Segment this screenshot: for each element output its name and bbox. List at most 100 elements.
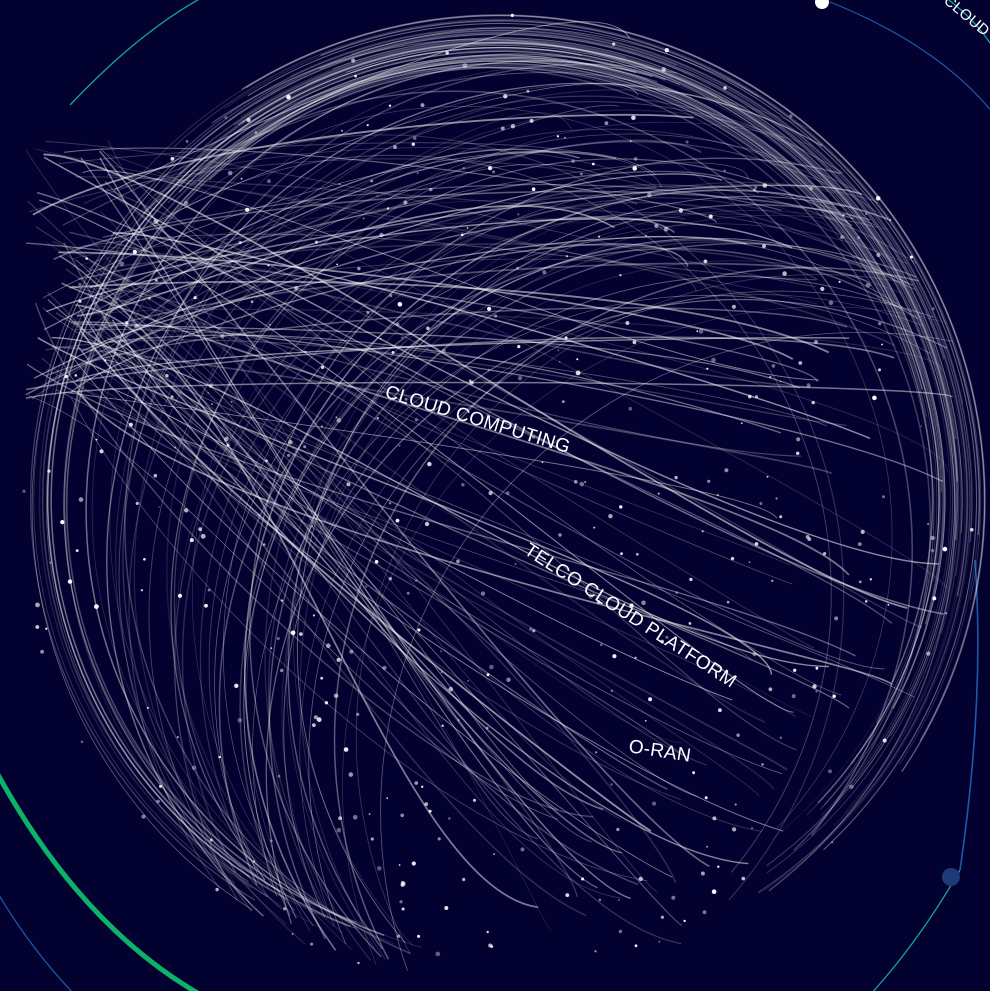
particle-dot [348, 772, 354, 777]
particle-dot [401, 336, 403, 339]
particle-dot [207, 392, 209, 394]
particle-dot [218, 755, 221, 759]
particle-dot [700, 871, 705, 876]
particle-dot [591, 162, 595, 166]
particle-dot [823, 552, 827, 556]
particle-dot [806, 383, 811, 388]
particle-dot [505, 491, 510, 495]
particle-dot [389, 294, 393, 298]
particle-dot [428, 809, 432, 813]
particle-dot [176, 736, 179, 739]
rim-strand [133, 89, 815, 945]
particle-dot [724, 468, 729, 473]
white-dot-icon[interactable] [815, 0, 829, 9]
strand [72, 341, 796, 718]
rim-strand [264, 181, 873, 961]
particle-dot [461, 233, 464, 237]
strand [85, 243, 819, 281]
particle-dot [882, 738, 887, 743]
particle-dot [134, 324, 139, 329]
particle-dot [734, 803, 737, 806]
particle-dot [689, 577, 693, 582]
particle-dot [782, 271, 787, 276]
particle-dot [869, 578, 872, 581]
rim-strand [237, 41, 959, 482]
particle-dot [94, 604, 99, 609]
particle-dot [257, 513, 260, 517]
particle-dot [665, 635, 669, 639]
rim-strand [106, 82, 823, 917]
particle-dot [636, 553, 639, 556]
particle-dot [565, 255, 569, 258]
particle-dot [632, 166, 637, 171]
rim-strand [233, 39, 957, 440]
particle-dot [448, 686, 454, 692]
rim-strand [227, 63, 923, 390]
strand [77, 304, 668, 790]
particle-dot [351, 58, 356, 63]
particle-dot [648, 697, 653, 702]
particle-dot [755, 395, 758, 399]
rim-strand [265, 28, 972, 891]
particle-dot [644, 234, 648, 237]
particle-dot [732, 827, 737, 832]
particle-dot [517, 376, 523, 381]
particle-dot [654, 223, 659, 228]
rim-strand [31, 27, 759, 911]
particle-dot [520, 847, 525, 852]
cloud-computing-label[interactable]: CLOUD COMPUTING [383, 382, 573, 458]
green-orbit-ring [0, 773, 200, 991]
particle-dot [440, 671, 443, 674]
cloud-computing-ring-label[interactable]: CLOUD COMPUTING [940, 0, 990, 103]
particle-dot [442, 348, 446, 353]
particle-dot [815, 666, 819, 670]
particle-dot [400, 882, 405, 887]
particle-dot [726, 600, 730, 604]
particle-dot [417, 934, 421, 938]
particle-dot [503, 94, 508, 99]
strand [47, 292, 587, 917]
particle-dot [620, 552, 623, 556]
particle-dot [388, 502, 392, 505]
particle-dot [701, 530, 704, 533]
particle-dot [652, 801, 657, 806]
rim-strand [332, 37, 963, 533]
strand [32, 113, 694, 216]
particle-dot [22, 489, 26, 493]
particle-dot [240, 177, 243, 180]
particle-dot [336, 657, 341, 663]
blue-orbit-ring-right [829, 1, 990, 111]
strand [59, 255, 604, 811]
strand [75, 259, 698, 798]
particle-dot [396, 934, 401, 938]
rim-strand [263, 54, 946, 806]
particle-dot [444, 906, 449, 910]
particle-dot [581, 877, 585, 881]
particle-dot [812, 684, 817, 689]
particle-dot [834, 616, 839, 621]
rim-strand [287, 204, 871, 950]
particle-dot [702, 910, 707, 915]
particle-dot [267, 264, 270, 267]
particle-dot [414, 418, 418, 422]
strand [45, 218, 793, 313]
strand [59, 258, 697, 321]
strand [100, 211, 658, 893]
particle-dot [865, 283, 871, 288]
blue-node-icon[interactable] [942, 868, 960, 886]
strand [80, 330, 652, 832]
particle-dot [74, 374, 78, 377]
strand [83, 222, 676, 285]
o-ran-label[interactable]: O-RAN [627, 736, 692, 767]
rim-strand [178, 54, 946, 709]
rim-strand [63, 53, 666, 928]
rim-strand [161, 154, 832, 873]
rim-strand [33, 33, 693, 883]
particle-dot [290, 630, 296, 636]
particle-dot [398, 444, 401, 447]
particle-dot [740, 422, 743, 425]
particle-dot [529, 118, 534, 123]
rim-strand [224, 20, 980, 765]
strand [78, 170, 760, 280]
